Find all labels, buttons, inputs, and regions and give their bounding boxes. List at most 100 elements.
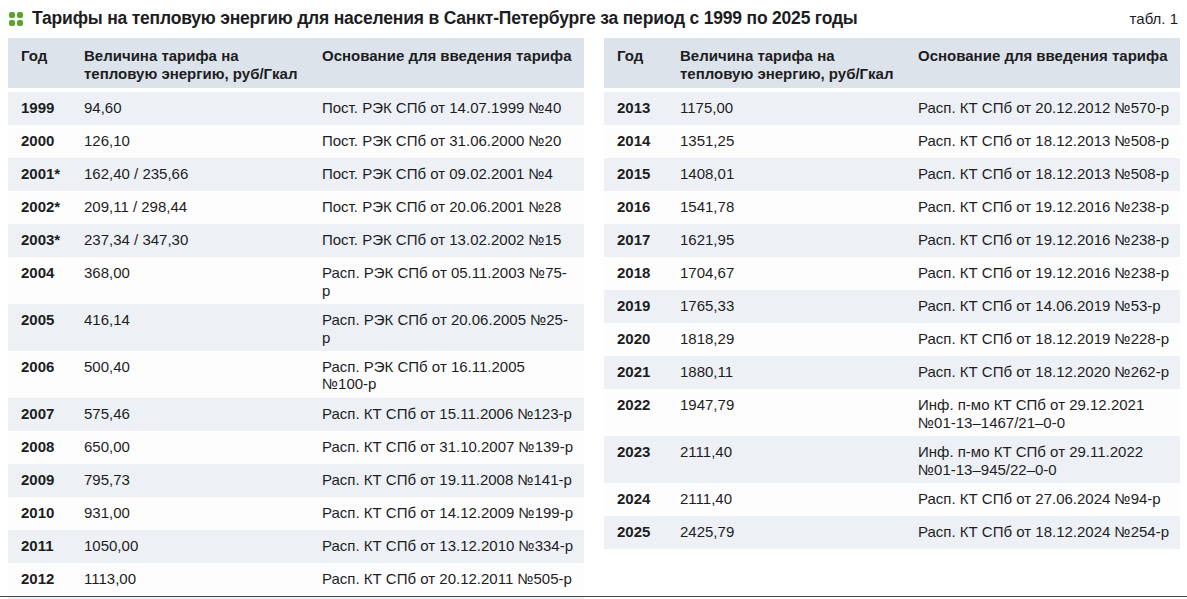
title-row: Тарифы на тепловую энергию для населения… [8,8,1178,29]
tariff-cell: 416,14 [84,311,322,328]
year-cell: 2020 [604,330,680,347]
basis-cell: Расп. КТ СПб от 19.11.2008 №141-р [322,471,584,488]
year-cell: 2017 [604,231,680,248]
table-row: 2003*237,34 / 347,30Пост. РЭК СПб от 13.… [8,224,584,257]
year-cell: 2008 [8,438,84,455]
header-basis: Основание для введения тарифа [322,47,584,65]
table-row: 20191765,33Расп. КТ СПб от 14.06.2019 №5… [604,290,1180,323]
basis-cell: Расп. КТ СПб от 13.12.2010 №334-р [322,537,584,554]
table-row: 2010931,00Расп. КТ СПб от 14.12.2009 №19… [8,497,584,530]
tariff-cell: 931,00 [84,504,322,521]
tariff-cell: 795,73 [84,471,322,488]
tariff-cell: 2111,40 [680,490,918,507]
bottom-divider [0,596,1187,597]
year-cell: 2023 [604,443,680,460]
table-row: 20201818,29Расп. КТ СПб от 18.12.2019 №2… [604,323,1180,356]
table-row: 20221947,79Инф. п-мо КТ СПб от 29.12.202… [604,389,1180,436]
basis-cell: Пост. РЭК СПб от 13.02.2002 №15 [322,231,584,248]
basis-cell: Расп. КТ СПб от 18.12.2024 №254-р [918,523,1180,540]
tariff-cell: 1818,29 [680,330,918,347]
table-body: 199994,60Пост. РЭК СПб от 14.07.1999 №40… [8,92,584,599]
tables-container: Год Величина тарифа на тепловую энергию,… [8,38,1180,599]
table-header: Год Величина тарифа на тепловую энергию,… [8,38,584,92]
year-cell: 2000 [8,132,84,149]
table-row: 20211880,11Расп. КТ СПб от 18.12.2020 №2… [604,356,1180,389]
year-cell: 2004 [8,264,84,281]
table-row: 20232111,40Инф. п-мо КТ СПб от 29.11.202… [604,436,1180,483]
table-row: 20171621,95Расп. КТ СПб от 19.12.2016 №2… [604,224,1180,257]
year-cell: 1999 [8,99,84,116]
table-row: 20131175,00Расп. КТ СПб от 20.12.2012 №5… [604,92,1180,125]
table-row: 2006500,40Расп. РЭК СПб от 16.11.2005 №1… [8,351,584,398]
header-year: Год [8,47,84,65]
page-title: Тарифы на тепловую энергию для населения… [32,8,858,29]
basis-cell: Расп. КТ СПб от 20.12.2011 №505-р [322,570,584,587]
basis-cell: Расп. КТ СПб от 18.12.2019 №228-р [918,330,1180,347]
table-row: 2008650,00Расп. КТ СПб от 31.10.2007 №13… [8,431,584,464]
table-row: 2000126,10Пост. РЭК СПб от 31.06.2000 №2… [8,125,584,158]
basis-cell: Расп. КТ СПб от 19.12.2016 №238-р [918,264,1180,281]
basis-cell: Расп. РЭК СПб от 20.06.2005 №25-р [322,311,584,346]
table-header: Год Величина тарифа на тепловую энергию,… [604,38,1180,92]
tariff-cell: 500,40 [84,358,322,375]
year-cell: 2002* [8,198,84,215]
basis-cell: Расп. КТ СПб от 19.12.2016 №238-р [918,198,1180,215]
year-cell: 2015 [604,165,680,182]
table-row: 20161541,78Расп. КТ СПб от 19.12.2016 №2… [604,191,1180,224]
tariff-cell: 1050,00 [84,537,322,554]
page: Тарифы на тепловую энергию для населения… [0,0,1187,599]
basis-cell: Расп. КТ СПб от 27.06.2024 №94-р [918,490,1180,507]
basis-cell: Расп. КТ СПб от 19.12.2016 №238-р [918,231,1180,248]
table-row: 20121113,00Расп. КТ СПб от 20.12.2011 №5… [8,563,584,596]
basis-cell: Расп. КТ СПб от 18.12.2013 №508-р [918,165,1180,182]
table-row: 20242111,40Расп. КТ СПб от 27.06.2024 №9… [604,483,1180,516]
tariff-cell: 237,34 / 347,30 [84,231,322,248]
basis-cell: Пост. РЭК СПб от 20.06.2001 №28 [322,198,584,215]
tariff-cell: 368,00 [84,264,322,281]
tariff-cell: 126,10 [84,132,322,149]
year-cell: 2011 [8,537,84,554]
basis-cell: Расп. КТ СПб от 14.12.2009 №199-р [322,504,584,521]
tariff-table-left: Год Величина тарифа на тепловую энергию,… [8,38,584,599]
year-cell: 2014 [604,132,680,149]
basis-cell: Инф. п-мо КТ СПб от 29.12.2021 №01-13–14… [918,396,1180,431]
tariff-cell: 162,40 / 235,66 [84,165,322,182]
tariff-cell: 1765,33 [680,297,918,314]
basis-cell: Расп. РЭК СПб от 16.11.2005 №100-р [322,358,584,393]
year-cell: 2021 [604,363,680,380]
header-tariff: Величина тарифа на тепловую энергию, руб… [84,47,322,82]
tariff-cell: 1621,95 [680,231,918,248]
basis-cell: Пост. РЭК СПб от 09.02.2001 №4 [322,165,584,182]
year-cell: 2019 [604,297,680,314]
header-basis: Основание для введения тарифа [918,47,1180,65]
tariff-cell: 1408,01 [680,165,918,182]
year-cell: 2005 [8,311,84,328]
tariff-cell: 2425,79 [680,523,918,540]
basis-cell: Расп. КТ СПб от 31.10.2007 №139-р [322,438,584,455]
year-cell: 2006 [8,358,84,375]
tariff-cell: 650,00 [84,438,322,455]
basis-cell: Инф. п-мо КТ СПб от 29.11.2022 №01-13–94… [918,443,1180,478]
table-row: 20181704,67Расп. КТ СПб от 19.12.2016 №2… [604,257,1180,290]
year-cell: 2012 [8,570,84,587]
basis-cell: Расп. КТ СПб от 18.12.2020 №262-р [918,363,1180,380]
basis-cell: Расп. КТ СПб от 15.11.2006 №123-р [322,405,584,422]
basis-cell: Расп. КТ СПб от 14.06.2019 №53-р [918,297,1180,314]
tariff-cell: 1113,00 [84,570,322,587]
basis-cell: Пост. РЭК СПб от 14.07.1999 №40 [322,99,584,116]
header-tariff: Величина тарифа на тепловую энергию, руб… [680,47,918,82]
year-cell: 2013 [604,99,680,116]
year-cell: 2018 [604,264,680,281]
table-row: 2007575,46Расп. КТ СПб от 15.11.2006 №12… [8,398,584,431]
tariff-table-right: Год Величина тарифа на тепловую энергию,… [604,38,1180,599]
table-number-label: табл. 1 [1130,8,1178,27]
year-cell: 2001* [8,165,84,182]
header-year: Год [604,47,680,65]
tariff-cell: 1947,79 [680,396,918,413]
table-row: 20151408,01Расп. КТ СПб от 18.12.2013 №5… [604,158,1180,191]
tariff-cell: 2111,40 [680,443,918,460]
tariff-cell: 575,46 [84,405,322,422]
tariff-cell: 1175,00 [680,99,918,116]
table-row: 199994,60Пост. РЭК СПб от 14.07.1999 №40 [8,92,584,125]
tariff-cell: 94,60 [84,99,322,116]
